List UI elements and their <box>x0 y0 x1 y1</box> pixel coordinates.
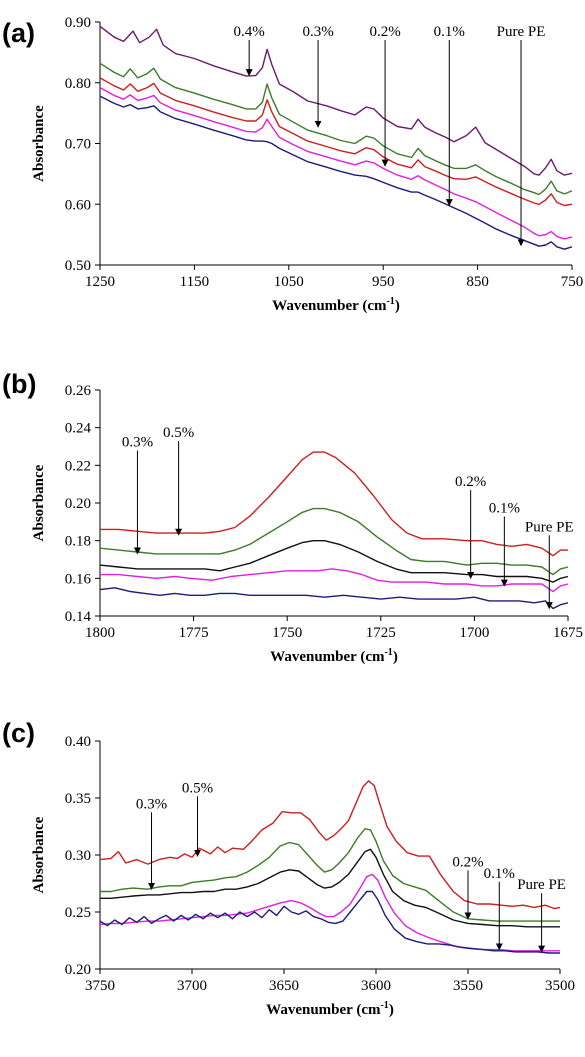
annotation-label: 0.2% <box>452 854 483 870</box>
x-tick-label: 1775 <box>179 625 209 641</box>
x-tick-label: 3650 <box>269 978 299 994</box>
x-tick-label: 1150 <box>180 274 209 290</box>
y-tick-label: 0.60 <box>65 197 91 213</box>
panel-label-b: (b) <box>2 369 36 399</box>
x-tick-label: 850 <box>466 274 489 290</box>
spectrum-line-3 <box>99 540 569 583</box>
annotation-label: 0.1% <box>434 24 465 40</box>
spectrum-line-4 <box>100 568 569 593</box>
x-axis-title: Wavenumber (cm-1) <box>272 296 400 314</box>
spectrum-line-1 <box>99 780 561 910</box>
x-tick-label: 1750 <box>272 625 302 641</box>
annotation-label: 0.4% <box>234 24 265 40</box>
spectrum-line-3 <box>100 848 560 928</box>
x-tick-label: 1050 <box>274 274 304 290</box>
x-tick-label: 750 <box>561 274 584 290</box>
annotation-label: Pure PE <box>497 24 546 40</box>
x-tick-label: 1675 <box>553 625 583 641</box>
spectrum-line-1 <box>100 451 568 557</box>
annotation-label: Pure PE <box>517 877 566 893</box>
x-axis-title: Wavenumber (cm-1) <box>270 647 398 665</box>
x-tick-label: 1700 <box>459 625 489 641</box>
spectrum-line-1 <box>99 25 573 176</box>
spectrum-line-5 <box>99 890 560 954</box>
annotation-label: 0.3% <box>136 796 167 812</box>
spectrum-line-3 <box>99 77 573 207</box>
panel-label-c: (c) <box>2 718 35 748</box>
x-tick-label: 1250 <box>85 274 115 290</box>
y-axis-title: Absorbance <box>31 105 47 182</box>
annotation-label: 0.5% <box>182 780 213 796</box>
spectrum-line-4 <box>99 86 573 240</box>
spectrum-line-2 <box>99 507 569 576</box>
y-tick-label: 0.40 <box>65 734 91 750</box>
panel-c-plot-area: 0.20 0.25 0.30 0.35 0.40 3750 3700 3650 3600 3550… <box>31 734 575 1018</box>
annotation-label: 0.5% <box>163 425 194 441</box>
y-tick-label: 0.70 <box>65 137 91 153</box>
y-tick-label: 0.14 <box>65 609 92 625</box>
panel-b: (b) 0.14 0.16 0.18 0.20 0.22 0.24 0.26 1800 1775… <box>2 369 583 665</box>
x-tick-label: 950 <box>372 274 395 290</box>
y-tick-label: 0.20 <box>65 496 91 512</box>
x-tick-label: 3500 <box>545 978 575 994</box>
y-tick-label: 0.35 <box>65 791 91 807</box>
spectrum-line-5 <box>99 587 569 610</box>
panel-c: (c) 0.20 0.25 0.30 0.35 0.40 3750 3700 3650 3600… <box>2 718 575 1018</box>
y-tick-label: 0.25 <box>65 905 91 921</box>
x-axis-title: Wavenumber (cm-1) <box>266 1000 394 1018</box>
panel-label-a: (a) <box>2 18 35 48</box>
y-tick-label: 0.26 <box>65 383 92 399</box>
y-tick-label: 0.22 <box>65 458 91 474</box>
annotation-label: 0.3% <box>122 435 153 451</box>
y-axis-title: Absorbance <box>31 816 47 893</box>
y-tick-label: 0.20 <box>65 962 91 978</box>
y-tick-label: 0.18 <box>65 534 91 550</box>
spectrum-line-2 <box>99 62 573 196</box>
x-tick-label: 1725 <box>366 625 396 641</box>
y-tick-label: 0.30 <box>65 848 91 864</box>
y-axis-title: Absorbance <box>31 464 47 541</box>
x-tick-label: 3550 <box>453 978 483 994</box>
annotation-label: 0.3% <box>302 24 333 40</box>
spectrum-line-5 <box>99 95 573 250</box>
x-tick-label: 3700 <box>177 978 207 994</box>
y-tick-label: 0.80 <box>65 76 91 92</box>
annotation-label: 0.2% <box>455 474 486 490</box>
annotation-label: 0.2% <box>369 24 400 40</box>
x-tick-label: 3600 <box>361 978 391 994</box>
annotation-label: 0.1% <box>489 500 520 516</box>
x-tick-label: 1800 <box>85 625 115 641</box>
panel-b-plot-area: 0.14 0.16 0.18 0.20 0.22 0.24 0.26 1800 1775 1750… <box>31 383 583 665</box>
annotation-label: 0.1% <box>484 866 515 882</box>
y-tick-label: 0.24 <box>65 421 92 437</box>
x-tick-label: 3750 <box>85 978 115 994</box>
y-tick-label: 0.90 <box>65 15 91 31</box>
panel-a: (a) 0.50 0.60 0.70 0.80 0.90 1250 1150 1050 950 8… <box>2 15 583 314</box>
annotation-label: Pure PE <box>525 519 574 535</box>
y-tick-label: 0.50 <box>65 258 91 274</box>
y-tick-label: 0.16 <box>65 571 92 587</box>
panel-a-plot-area: 0.50 0.60 0.70 0.80 0.90 1250 1150 1050 950 850 75… <box>31 15 583 314</box>
spectrum-line-2 <box>100 828 560 922</box>
